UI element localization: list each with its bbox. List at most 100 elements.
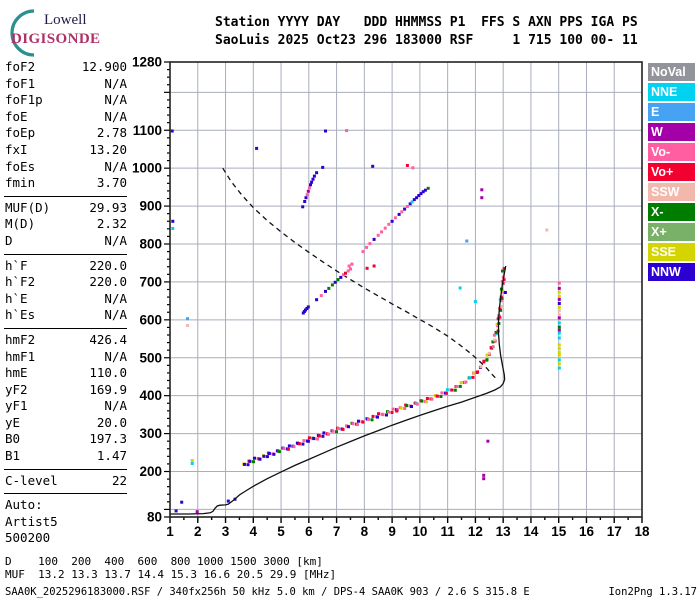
echo-point [319, 294, 323, 298]
echo-point [171, 219, 175, 223]
param-value: 197.3 [89, 431, 127, 447]
param-row: fxI 13.20 [5, 142, 127, 159]
param-label: hmF1 [5, 348, 36, 364]
echo-point [346, 269, 350, 273]
panel-divider [4, 493, 127, 495]
echo-point [482, 359, 486, 363]
echo-point [557, 316, 561, 320]
param-label: B0 [5, 431, 21, 447]
echo-point [356, 423, 359, 427]
param-value: 220.0 [89, 257, 127, 273]
echo-point [458, 286, 462, 290]
echo-point [303, 200, 307, 203]
echo-point [302, 439, 306, 443]
echo-point [252, 460, 255, 464]
echo-point [423, 188, 427, 192]
echo-point [557, 302, 561, 305]
echo-point [315, 437, 319, 441]
echo-point [557, 328, 561, 332]
legend-item-noval: NoVal [648, 63, 695, 81]
echo-point [425, 397, 429, 400]
echo-point [439, 395, 443, 398]
legend-item-x: X- [648, 203, 695, 221]
param-row: hmE 110.0 [5, 365, 127, 382]
echo-point [420, 399, 424, 403]
echo-point [479, 364, 483, 368]
echo-point [324, 129, 327, 133]
echo-point [426, 186, 430, 190]
param-value: N/A [104, 75, 127, 91]
legend-item-ssw: SSW [648, 183, 695, 201]
echo-point [455, 385, 459, 388]
param-row: C-level 22 [5, 473, 127, 490]
echo-point [491, 345, 495, 349]
param-row: h`E N/A [5, 291, 127, 308]
echo-point [421, 190, 425, 194]
file-info: SAA0K_2025296183000.RSF / 340fx256h 50 k… [5, 586, 530, 598]
echo-point [267, 452, 271, 455]
echo-point [321, 434, 325, 438]
y-axis-label: 1100 [133, 123, 162, 138]
param-label: yE [5, 414, 21, 430]
echo-point [482, 473, 486, 477]
echo-point [371, 164, 375, 168]
echo-point [349, 267, 352, 271]
echo-point [417, 194, 421, 197]
param-label: M(D) [5, 216, 36, 232]
param-value: N/A [104, 92, 127, 108]
param-label: h`F [5, 257, 28, 273]
distance-row: D 100 200 400 600 800 1000 1500 3000 [km… [5, 555, 323, 568]
echo-point [557, 366, 561, 370]
echo-point [171, 227, 175, 230]
echo-point [557, 358, 561, 362]
echo-point [347, 425, 350, 429]
echo-point [405, 404, 409, 408]
param-label: B1 [5, 448, 21, 464]
echo-point [411, 166, 415, 170]
param-label: foEs [5, 158, 36, 174]
echo-point [253, 456, 256, 460]
echo-point [390, 411, 394, 414]
x-axis-label: 6 [305, 524, 313, 539]
echo-point [399, 406, 403, 410]
param-value: N/A [104, 348, 127, 364]
x-axis-label: 11 [441, 524, 456, 539]
param-label: foF1p [5, 92, 43, 108]
echo-point [337, 427, 340, 431]
echo-point [277, 450, 281, 454]
panel-divider [4, 327, 127, 329]
scaled-parameters-panel: foF2 12.900 foF1 N/A foF1p N/A foE N/A foEp 2.78 f… [4, 59, 127, 547]
param-label: hmE [5, 365, 28, 381]
echo-point [282, 447, 286, 450]
echo-point [365, 245, 369, 249]
param-value: N/A [104, 290, 127, 306]
echo-point [246, 463, 250, 467]
echo-point [482, 477, 486, 481]
param-value: N/A [104, 398, 127, 414]
param-row: h`F2 220.0 [5, 274, 127, 291]
param-row: MUF(D) 29.93 [5, 200, 127, 217]
x-axis-label: 15 [551, 524, 567, 539]
param-row: yE 20.0 [5, 415, 127, 432]
echo-point [341, 427, 345, 431]
echo-point [180, 500, 184, 504]
echo-point [445, 388, 449, 392]
echo-point [311, 177, 315, 181]
echo-point [415, 196, 419, 200]
echo-point [174, 509, 178, 513]
echo-point [458, 384, 462, 388]
echo-point [487, 351, 491, 355]
echo-point [262, 454, 266, 458]
param-row: yF1 N/A [5, 398, 127, 415]
true-height-profile [170, 265, 507, 515]
param-row: hmF2 426.4 [5, 332, 127, 349]
echo-point [306, 439, 310, 443]
y-axis-label: 700 [139, 274, 162, 289]
param-label: h`E [5, 290, 28, 306]
legend-item-sse: SSE [648, 243, 695, 261]
echo-point [370, 418, 374, 422]
echo-point [365, 266, 369, 270]
echo-point [502, 277, 506, 281]
legend-item-nnw: NNW [648, 263, 695, 281]
